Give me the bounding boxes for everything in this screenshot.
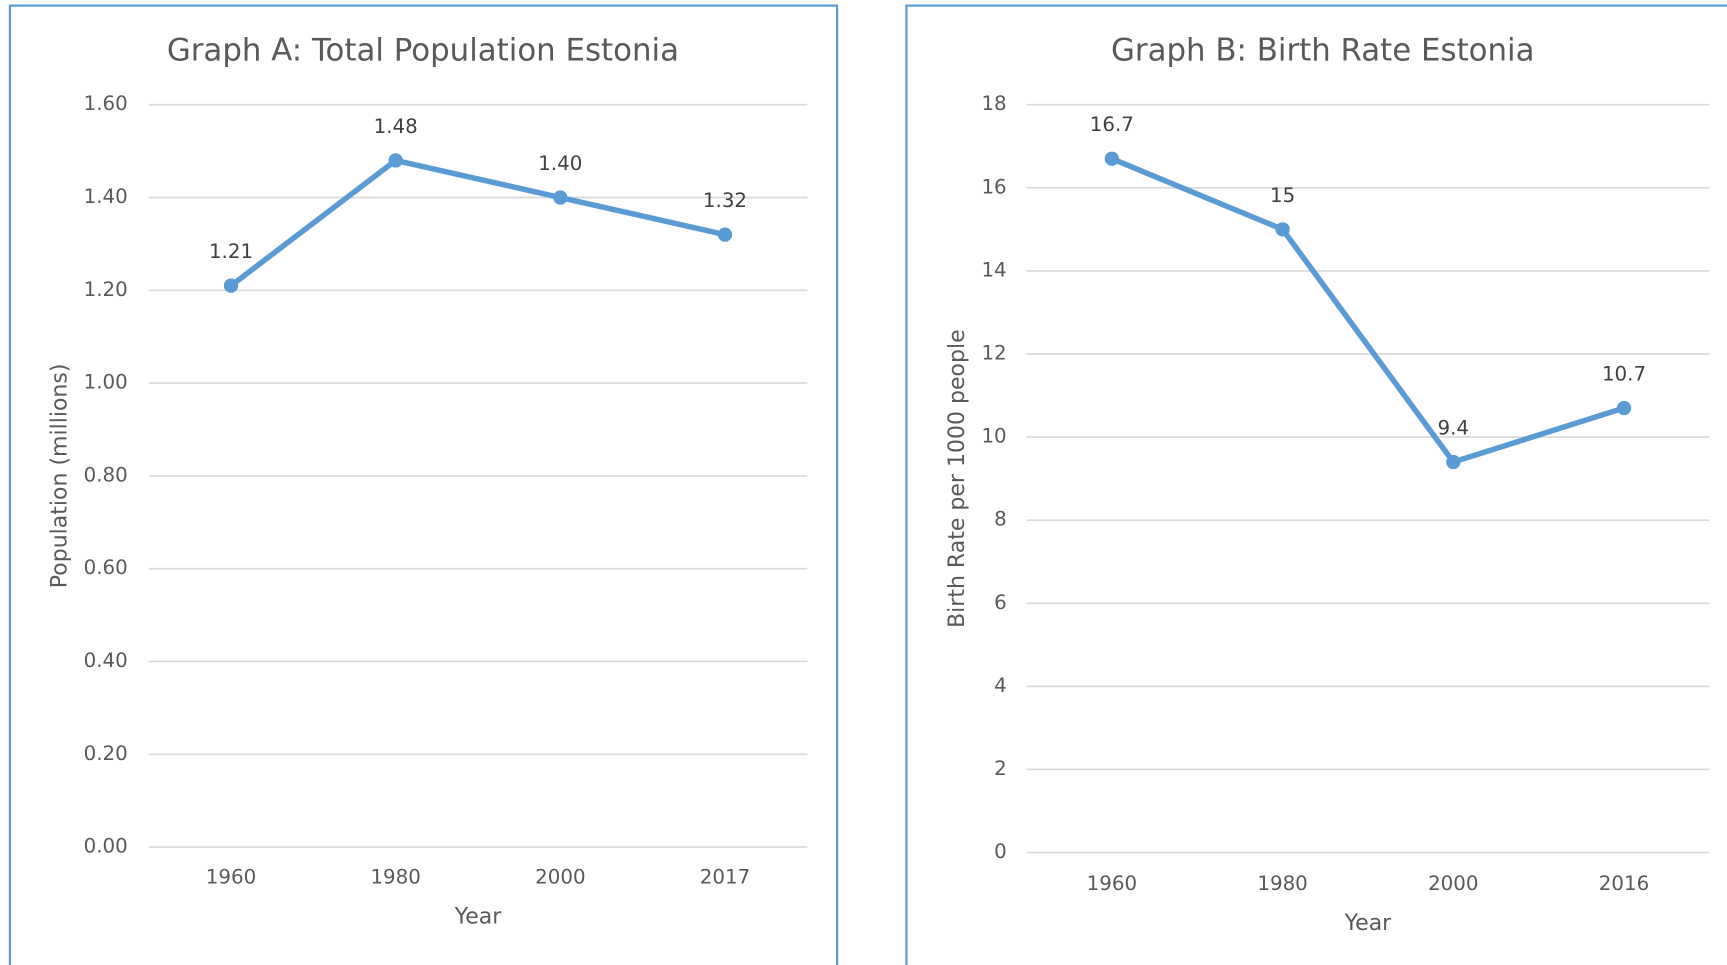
data-label: 10.7 bbox=[1602, 362, 1646, 385]
y-tick-label: 1.40 bbox=[84, 185, 128, 208]
chart-title: Graph A: Total Population Estonia bbox=[167, 32, 679, 68]
y-tick-label: 8 bbox=[994, 508, 1007, 531]
x-tick-label: 1980 bbox=[370, 865, 420, 888]
data-line bbox=[229, 157, 726, 288]
x-tick-label: 1960 bbox=[206, 865, 256, 888]
y-tick-label: 2 bbox=[994, 757, 1007, 780]
data-point bbox=[1275, 222, 1290, 237]
y-tick-label: 6 bbox=[994, 591, 1007, 614]
y-tick-label: 0.40 bbox=[84, 649, 128, 672]
x-tick-label: 2017 bbox=[700, 865, 750, 888]
y-axis-title: Population (millions) bbox=[48, 364, 73, 589]
chart-title: Graph B: Birth Rate Estonia bbox=[1111, 32, 1534, 68]
y-axis-title: Birth Rate per 1000 people bbox=[945, 329, 970, 628]
y-tick-label: 16 bbox=[981, 175, 1006, 198]
data-point bbox=[223, 278, 239, 293]
data-point bbox=[1446, 454, 1461, 470]
data-label: 1.40 bbox=[538, 152, 582, 175]
y-tick-label: 1.20 bbox=[84, 278, 128, 301]
data-point bbox=[1616, 400, 1632, 416]
data-point bbox=[1104, 151, 1120, 166]
data-label: 1.32 bbox=[703, 189, 747, 212]
data-label: 16.7 bbox=[1090, 113, 1134, 136]
data-label: 1.21 bbox=[209, 240, 253, 263]
data-label: 1.48 bbox=[374, 115, 418, 138]
y-tick-label: 4 bbox=[994, 674, 1007, 697]
y-tick-label: 0.60 bbox=[84, 556, 128, 579]
x-tick-label: 1960 bbox=[1087, 872, 1137, 895]
x-axis-title: Year bbox=[454, 905, 503, 930]
y-tick-label: 10 bbox=[981, 425, 1006, 448]
x-tick-label: 2016 bbox=[1599, 872, 1649, 895]
data-point bbox=[717, 227, 733, 242]
y-tick-label: 12 bbox=[981, 342, 1006, 365]
data-label: 15 bbox=[1270, 184, 1295, 207]
y-tick-label: 18 bbox=[981, 92, 1006, 115]
y-tick-label: 0.00 bbox=[84, 835, 128, 858]
y-tick-label: 14 bbox=[981, 258, 1006, 281]
y-tick-label: 0.80 bbox=[84, 463, 128, 486]
x-tick-label: 1980 bbox=[1257, 872, 1307, 895]
y-tick-label: 0 bbox=[994, 840, 1007, 863]
data-line bbox=[1110, 156, 1625, 465]
y-tick-label: 0.20 bbox=[84, 742, 128, 765]
y-tick-label: 1.00 bbox=[84, 371, 128, 394]
x-axis-title: Year bbox=[1344, 911, 1393, 936]
data-label: 9.4 bbox=[1438, 416, 1470, 439]
y-tick-label: 1.60 bbox=[84, 92, 128, 115]
data-point bbox=[553, 190, 568, 205]
x-tick-label: 2000 bbox=[535, 865, 585, 888]
panel-a bbox=[8, 4, 839, 965]
data-point bbox=[388, 153, 403, 168]
x-tick-label: 2000 bbox=[1428, 872, 1478, 895]
panel-b bbox=[905, 4, 1727, 965]
